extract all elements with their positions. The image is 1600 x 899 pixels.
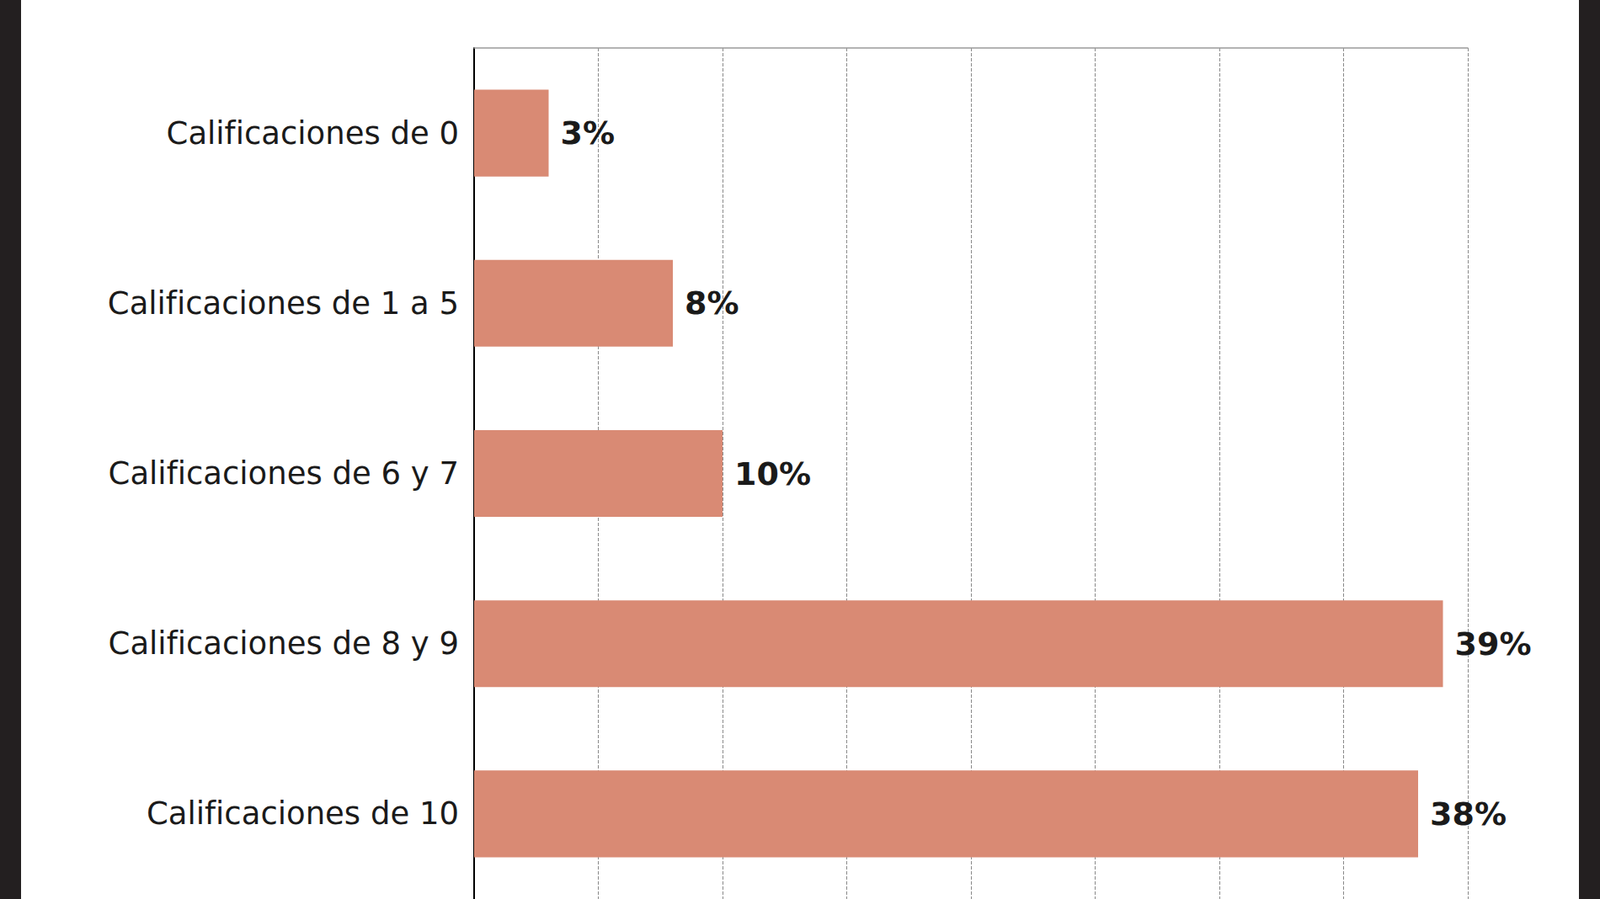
svg-text:3%: 3% (560, 114, 616, 152)
svg-text:10%: 10% (734, 455, 811, 493)
svg-text:Calificaciones de 1 a 5: Calificaciones de 1 a 5 (107, 285, 459, 322)
svg-text:Calificaciones de 0: Calificaciones de 0 (166, 115, 459, 152)
svg-text:8%: 8% (684, 284, 740, 322)
svg-text:Calificaciones de 10: Calificaciones de 10 (146, 795, 459, 832)
svg-text:Calificaciones de 6 y 7: Calificaciones de 6 y 7 (108, 455, 459, 492)
svg-text:38%: 38% (1429, 795, 1507, 833)
svg-text:39%: 39% (1455, 625, 1532, 663)
svg-text:Calificaciones de 8 y 9: Calificaciones de 8 y 9 (108, 625, 459, 662)
